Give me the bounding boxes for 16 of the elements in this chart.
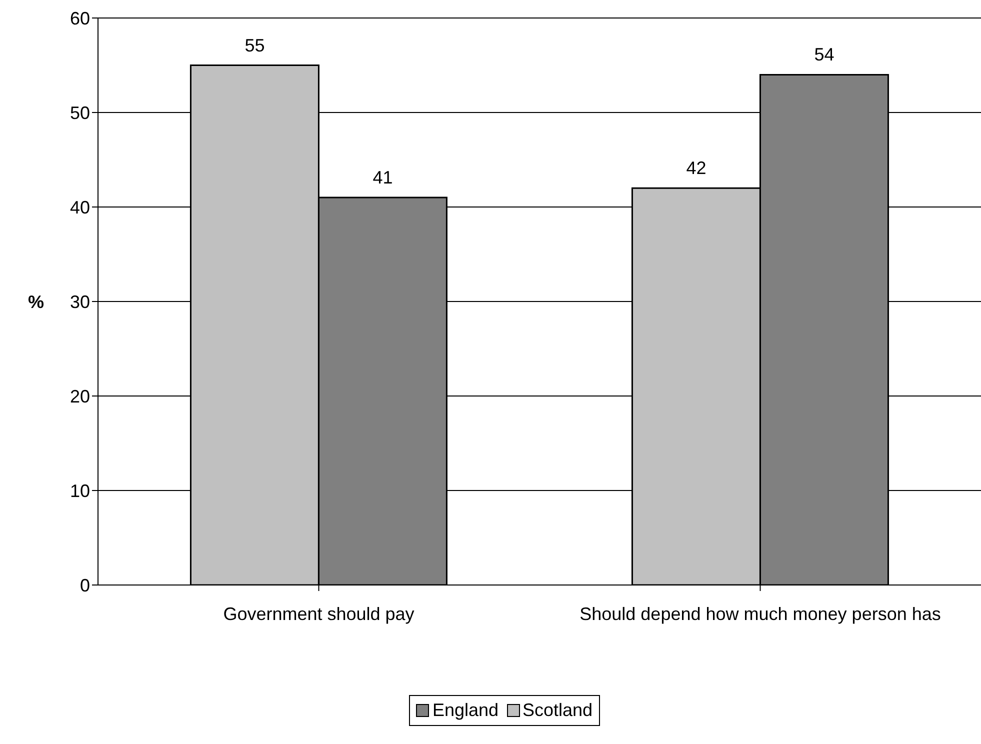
legend-label: England [431, 700, 498, 721]
data-label: 54 [814, 44, 834, 65]
y-tick-label: 30 [70, 292, 90, 312]
y-tick-label: 0 [80, 575, 90, 596]
data-label: 42 [686, 158, 706, 178]
legend-label: Scotland [522, 700, 593, 721]
y-tick-label: 50 [70, 102, 90, 123]
y-tick-label: 60 [70, 8, 90, 28]
y-tick-label: 20 [70, 386, 90, 406]
data-label: 41 [372, 168, 393, 188]
x-tick-label: Government should pay [223, 604, 414, 624]
y-tick-label: 40 [70, 197, 90, 218]
x-tick-label: Should depend how much money person has [580, 604, 941, 624]
data-label: 55 [244, 35, 265, 56]
y-axis-title: % [28, 292, 44, 312]
y-tick-label: 10 [70, 480, 90, 501]
